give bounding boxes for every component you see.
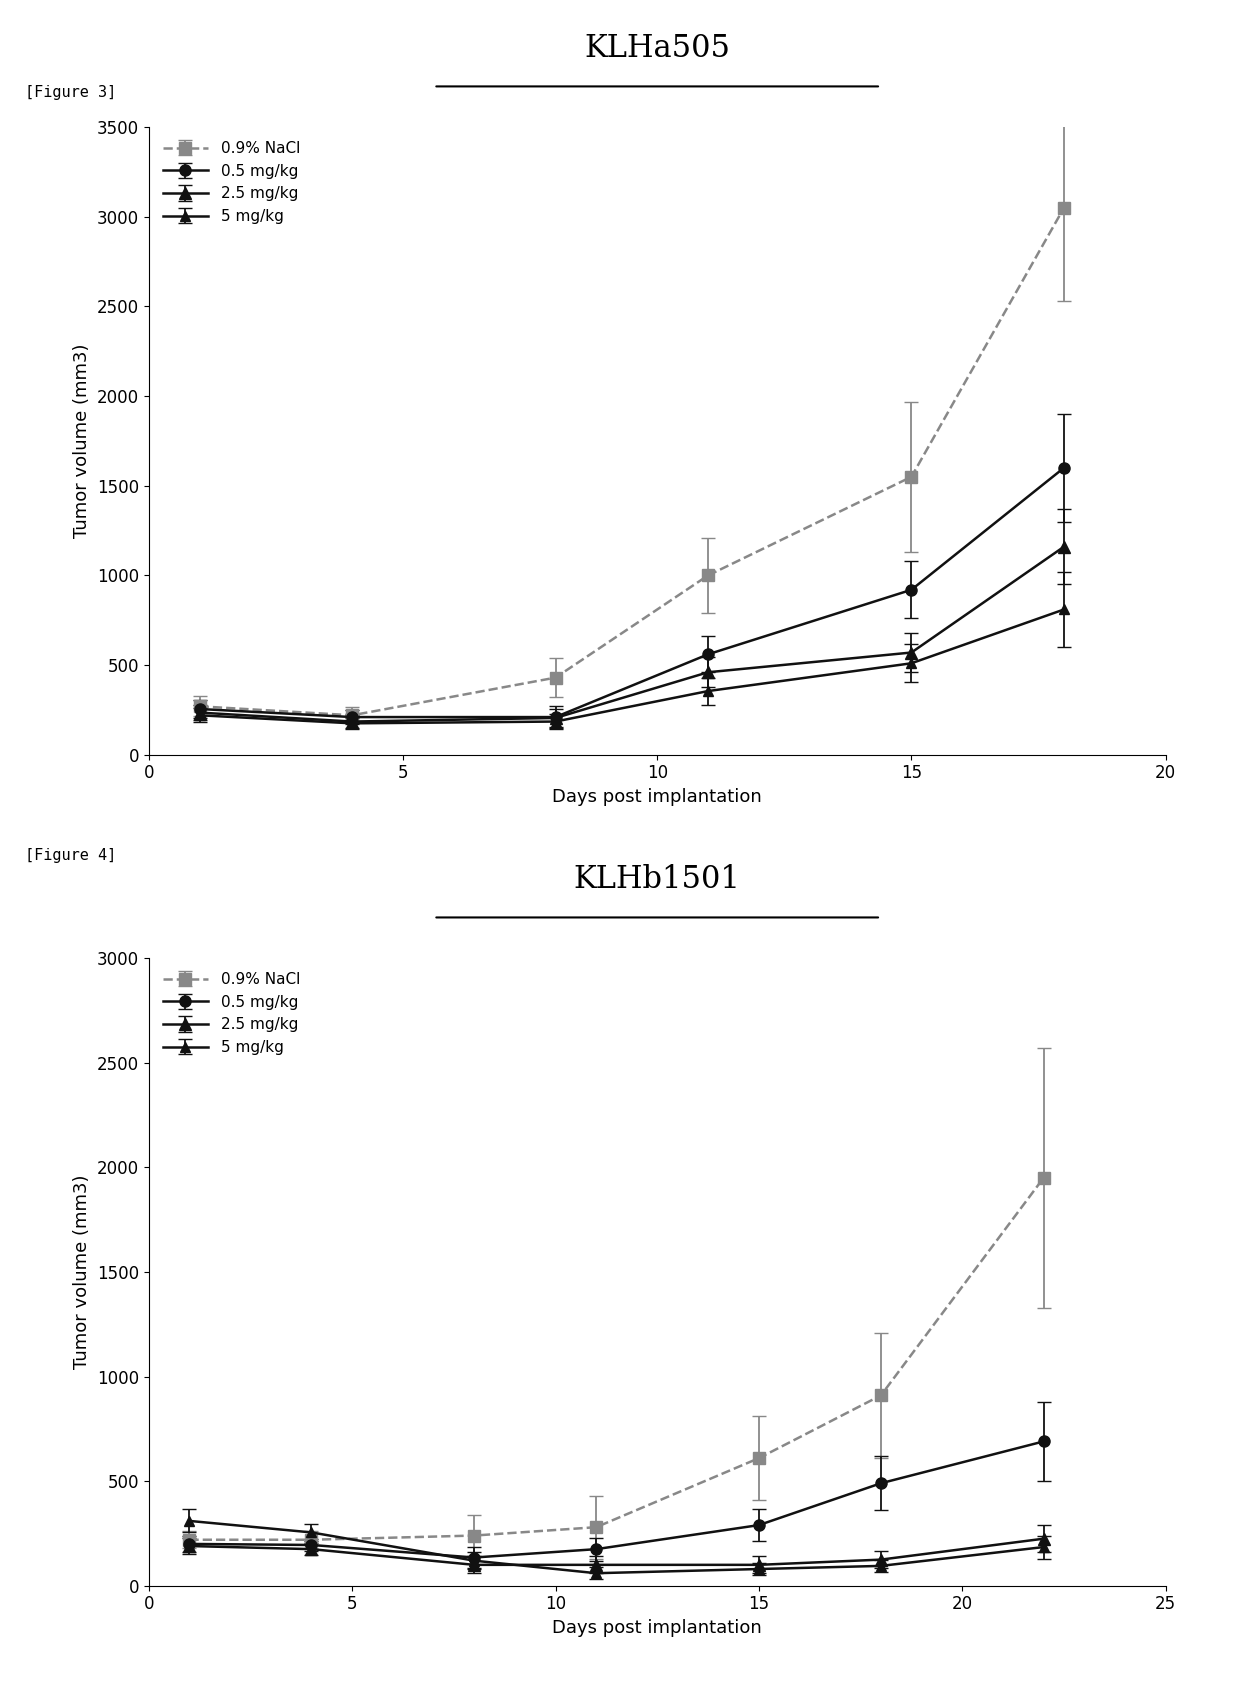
Text: [Figure 4]: [Figure 4] xyxy=(25,848,117,863)
X-axis label: Days post implantation: Days post implantation xyxy=(552,789,763,806)
Legend: 0.9% NaCl, 0.5 mg/kg, 2.5 mg/kg, 5 mg/kg: 0.9% NaCl, 0.5 mg/kg, 2.5 mg/kg, 5 mg/kg xyxy=(156,967,306,1062)
Y-axis label: Tumor volume (mm3): Tumor volume (mm3) xyxy=(73,344,92,538)
Y-axis label: Tumor volume (mm3): Tumor volume (mm3) xyxy=(73,1175,92,1369)
X-axis label: Days post implantation: Days post implantation xyxy=(552,1620,763,1637)
Text: [Figure 3]: [Figure 3] xyxy=(25,85,117,100)
Text: KLHb1501: KLHb1501 xyxy=(574,865,740,895)
Text: KLHa505: KLHa505 xyxy=(584,34,730,64)
Legend: 0.9% NaCl, 0.5 mg/kg, 2.5 mg/kg, 5 mg/kg: 0.9% NaCl, 0.5 mg/kg, 2.5 mg/kg, 5 mg/kg xyxy=(156,136,306,231)
